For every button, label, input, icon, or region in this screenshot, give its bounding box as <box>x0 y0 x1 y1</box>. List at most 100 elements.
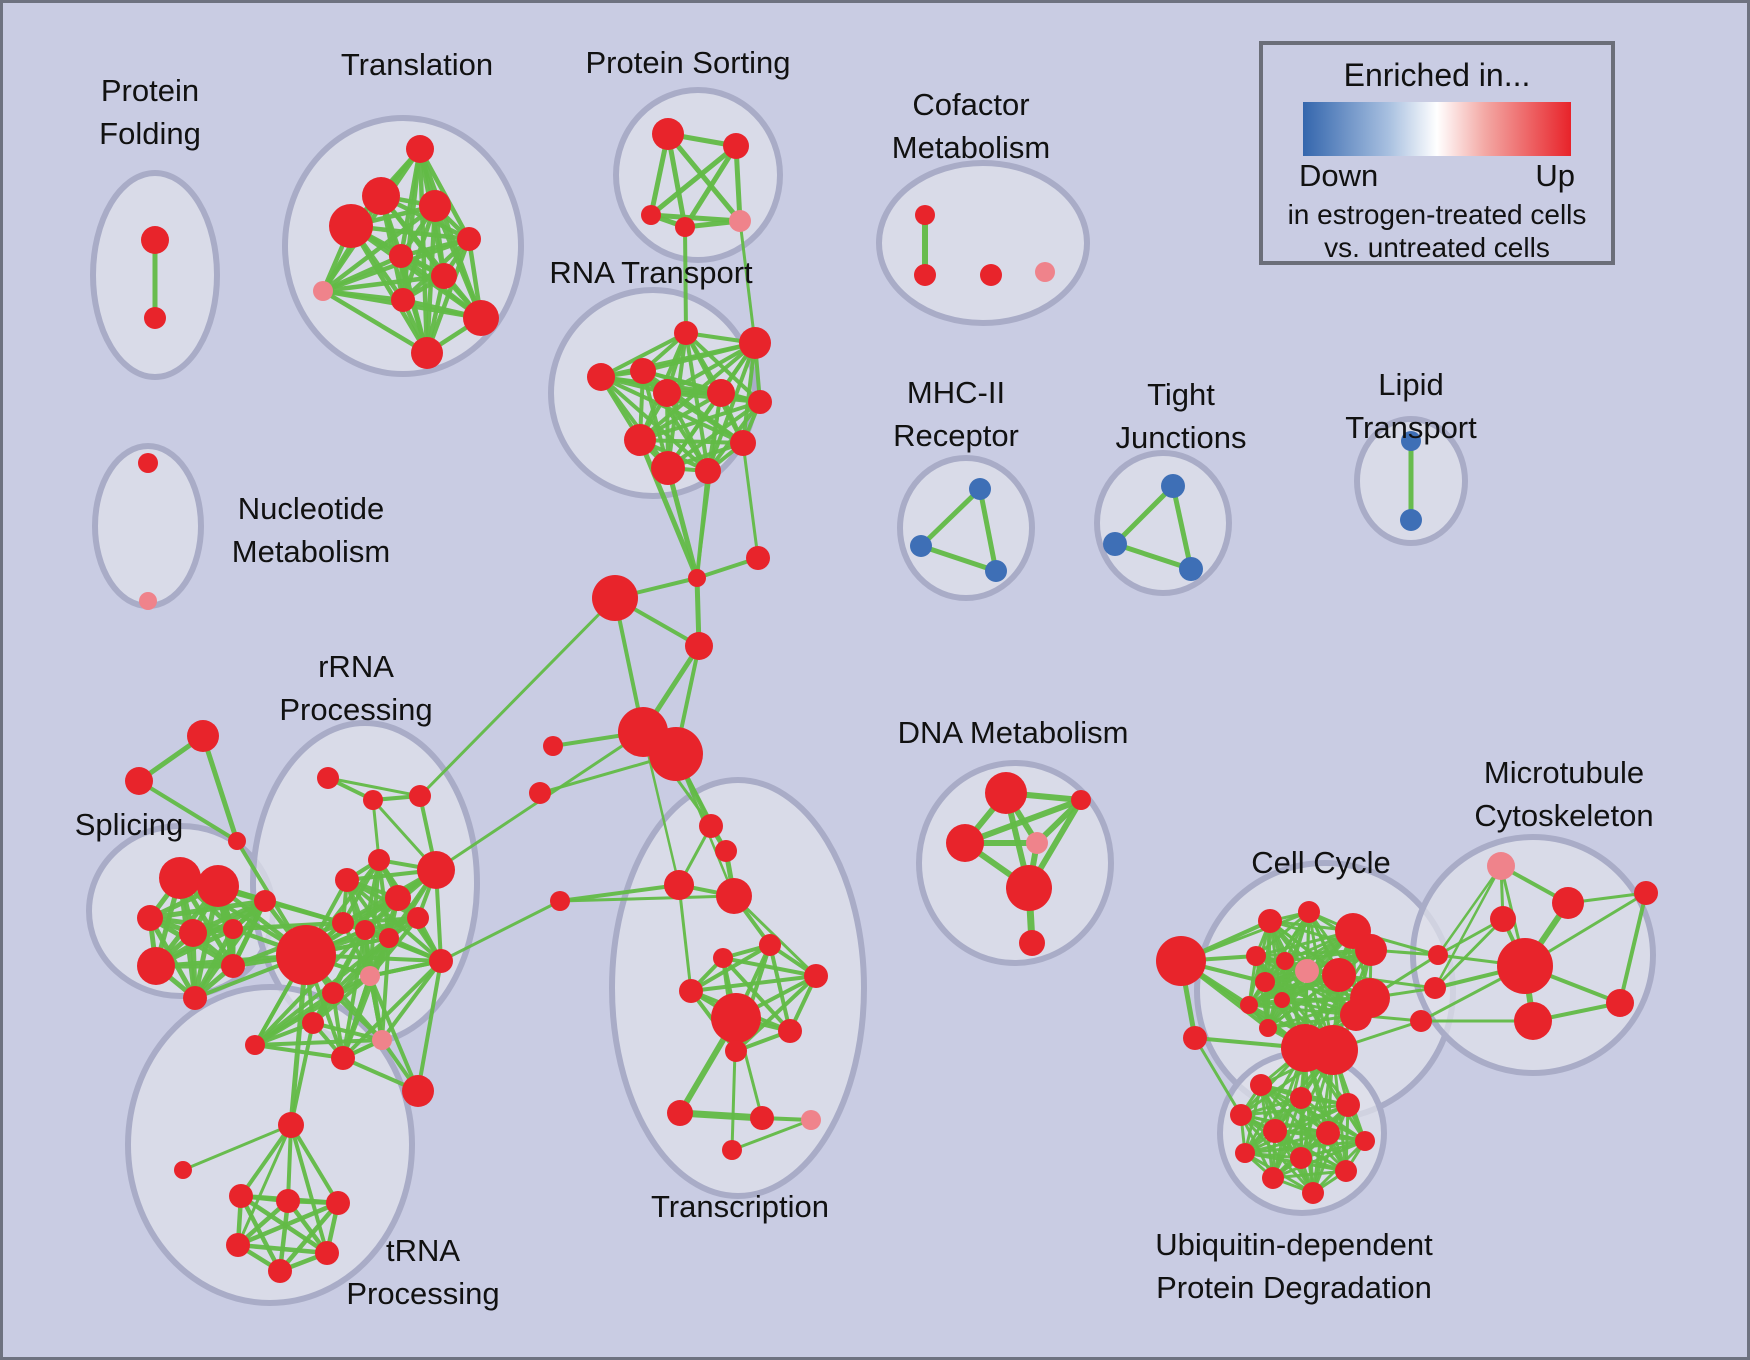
network-edge <box>277 1200 341 1274</box>
gene-set-node <box>331 1046 355 1070</box>
network-edge <box>181 1123 293 1172</box>
gene-set-node <box>335 868 359 892</box>
network-edge <box>977 486 999 574</box>
network-edge <box>289 1021 315 1127</box>
gene-set-node <box>695 458 721 484</box>
gene-set-node <box>1335 1160 1357 1182</box>
gene-set-node <box>985 772 1027 814</box>
network-edge <box>368 974 420 1093</box>
gene-set-node <box>223 919 243 939</box>
gene-set-node <box>174 1161 192 1179</box>
gene-set-node <box>1263 1119 1287 1143</box>
gene-set-node <box>159 857 201 899</box>
gene-set-node <box>729 210 751 232</box>
network-edge <box>683 225 688 335</box>
gene-set-node <box>326 1191 350 1215</box>
gene-set-node <box>778 1019 802 1043</box>
gene-set-node <box>1262 1167 1284 1189</box>
network-edge <box>320 273 447 294</box>
cluster-ellipse-transcription <box>609 777 867 1199</box>
gene-set-node <box>1401 431 1421 451</box>
gene-set-node <box>183 986 207 1010</box>
gene-set-node <box>946 824 984 862</box>
network-edge <box>424 236 472 356</box>
gene-set-node <box>1161 474 1185 498</box>
gene-set-node <box>1276 952 1294 970</box>
gene-set-node <box>1230 1104 1252 1126</box>
gene-set-node <box>1071 790 1091 810</box>
gene-set-node <box>675 217 695 237</box>
network-edge <box>638 400 762 442</box>
gene-set-node <box>197 865 239 907</box>
gene-set-node <box>685 632 713 660</box>
gene-set-node <box>417 851 455 889</box>
legend-caption-line2: vs. untreated cells <box>1324 232 1550 263</box>
network-edge <box>1243 1131 1330 1155</box>
gene-set-node <box>1355 1131 1375 1151</box>
gene-set-node <box>245 1035 265 1055</box>
gene-set-node <box>1179 557 1203 581</box>
network-edge <box>239 1123 293 1198</box>
network-edge <box>253 936 391 1047</box>
gene-set-node <box>529 782 551 804</box>
gene-set-node <box>1255 972 1275 992</box>
gene-set-node <box>1302 1182 1324 1204</box>
gene-set-node <box>750 1106 774 1130</box>
gene-set-node <box>688 569 706 587</box>
gene-set-node <box>385 885 411 911</box>
gene-set-node <box>1634 881 1658 905</box>
network-edge <box>918 486 983 549</box>
cluster-label-rna-transport: RNA Transport <box>549 255 753 290</box>
gene-set-node <box>187 720 219 752</box>
gene-set-node <box>362 177 400 215</box>
cluster-label-trna-processing: tRNA Processing <box>346 1233 499 1311</box>
gene-set-node <box>748 390 772 414</box>
network-edge <box>341 974 372 1060</box>
cluster-label-rrna-processing: rRNA Processing <box>279 649 432 727</box>
gene-set-node <box>1514 1002 1552 1040</box>
network-edge <box>1433 864 1503 990</box>
gene-set-node <box>379 928 399 948</box>
gene-set-node <box>402 1075 434 1107</box>
gene-set-node <box>317 767 339 789</box>
gene-set-node <box>372 1030 392 1050</box>
gene-set-node <box>1183 1026 1207 1050</box>
network-edge <box>1271 1139 1367 1180</box>
network-edge <box>1193 1036 1243 1117</box>
gene-set-node <box>276 1189 300 1213</box>
gene-set-node <box>759 934 781 956</box>
network-edge <box>637 437 700 581</box>
network-edge <box>599 375 710 473</box>
gene-set-node <box>1340 999 1372 1031</box>
gene-set-node <box>715 840 737 862</box>
gene-set-node <box>137 947 175 985</box>
network-edge <box>638 438 745 445</box>
network-edge <box>648 143 739 218</box>
network-edge <box>648 212 743 224</box>
network-edge <box>326 776 422 798</box>
network-edge <box>1254 910 1311 958</box>
gene-set-node <box>179 919 207 947</box>
network-edge <box>682 143 739 230</box>
gene-set-node <box>1487 852 1515 880</box>
gene-set-node <box>332 912 354 934</box>
gene-set-node <box>1258 909 1282 933</box>
gene-set-node <box>630 358 656 384</box>
gene-set-node <box>1026 832 1048 854</box>
network-edge <box>741 441 760 560</box>
gene-set-node <box>368 849 390 871</box>
gene-set-node <box>254 890 276 912</box>
network-edge <box>738 219 757 345</box>
network-edge <box>289 1123 329 1255</box>
gene-set-node <box>407 907 429 929</box>
network-edge <box>666 400 762 470</box>
network-edge <box>962 797 1084 846</box>
gene-set-node <box>1316 1121 1340 1145</box>
gene-set-node <box>229 1184 253 1208</box>
network-edge <box>1112 483 1176 547</box>
gene-set-node <box>141 226 169 254</box>
network-edge <box>721 956 792 1033</box>
gene-set-node <box>1295 959 1319 983</box>
network-edge <box>200 733 240 844</box>
network-edge <box>439 899 562 963</box>
